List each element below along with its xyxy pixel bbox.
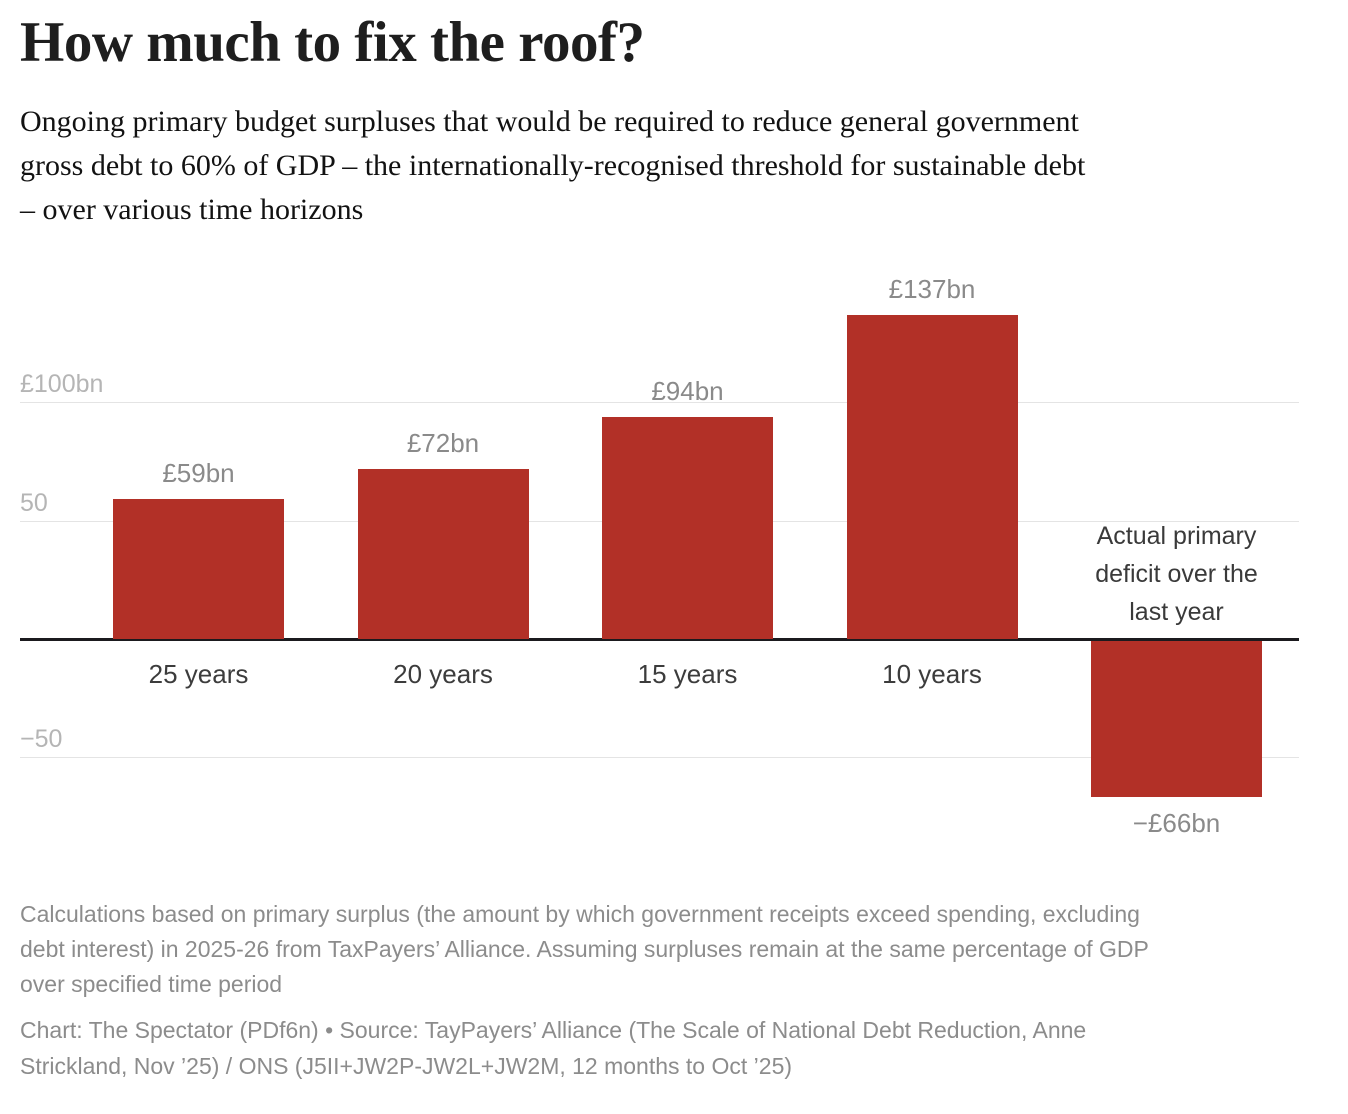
annotation-line: Actual primary: [1096, 522, 1257, 550]
y-gridline: [20, 402, 1299, 404]
bar-value-label: £94bn: [651, 375, 724, 406]
annotation-line: deficit over the: [1095, 560, 1258, 588]
x-axis-category-label: 25 years: [148, 659, 249, 689]
x-axis-category-label: 20 years: [393, 659, 493, 689]
y-axis-tick-label: −50: [20, 725, 63, 754]
bar-chart: £100bn 50 −50 £59bn 25 years £72bn 20 years £94…: [20, 260, 1299, 860]
source-line: Chart: The Spectator (PDf6n) • Source: T…: [20, 1017, 1087, 1043]
note-line: over specified time period: [20, 971, 283, 997]
source-line: Strickland, Nov ’25) / ONS (J5II+JW2P-JW…: [20, 1053, 793, 1079]
page-title: How much to fix the roof?: [20, 11, 645, 74]
bar-value-label: £137bn: [888, 273, 976, 304]
x-axis-category-label: 10 years: [882, 659, 982, 689]
chart-source: Chart: The Spectator (PDf6n) • Source: T…: [20, 1012, 1086, 1084]
deficit-annotation: Actual primary deficit over the last year: [1047, 517, 1307, 631]
subtitle-line: gross debt to 60% of GDP – the internati…: [20, 149, 1086, 182]
bar-value-label: −£66bn: [1132, 808, 1221, 839]
chart-bar: [113, 499, 284, 639]
subtitle-line: – over various time horizons: [20, 193, 364, 226]
chart-note: Calculations based on primary surplus (t…: [20, 897, 1149, 1002]
chart-bar: [846, 314, 1018, 639]
note-line: debt interest) in 2025-26 from TaxPayers…: [20, 936, 1149, 962]
bar-value-label: £72bn: [406, 427, 480, 458]
chart-subtitle: Ongoing primary budget surpluses that wo…: [20, 100, 1085, 232]
chart-bar: [602, 416, 773, 639]
x-axis-baseline: [20, 638, 1299, 641]
y-gridline: [20, 757, 1299, 759]
y-axis-tick-label: 50: [20, 488, 48, 517]
x-axis-category-label: 15 years: [637, 659, 738, 689]
chart-bar: [357, 468, 529, 639]
bar-value-label: £59bn: [162, 458, 235, 489]
y-axis-tick-label: £100bn: [20, 370, 104, 399]
chart-bar: [1091, 641, 1262, 798]
subtitle-line: Ongoing primary budget surpluses that wo…: [20, 105, 1079, 138]
annotation-line: last year: [1129, 598, 1224, 626]
note-line: Calculations based on primary surplus (t…: [20, 901, 1140, 927]
